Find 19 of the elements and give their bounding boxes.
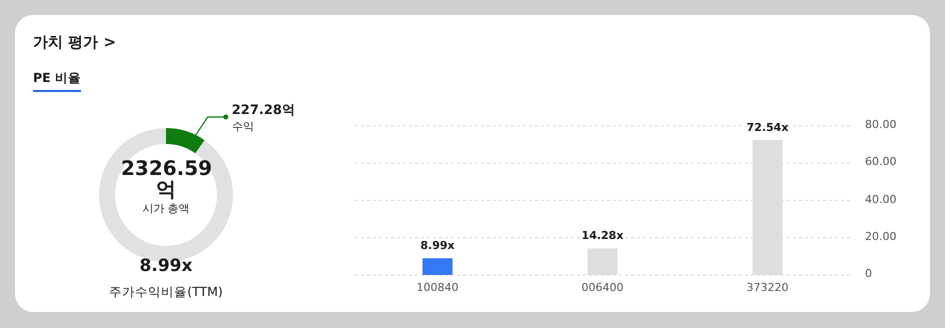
chart-subtitle: PE 비율 <box>33 70 82 87</box>
data-label: 8.99x <box>419 239 456 252</box>
x-tick-label: 006400 <box>580 281 624 294</box>
chart-title: 가치 평가 > <box>33 33 116 52</box>
x-tick-label: 373220 <box>746 281 790 294</box>
data-label: 72.54x <box>746 120 790 134</box>
text: 시가 총액 <box>141 201 191 216</box>
text: 주가수익비율(TTM) <box>108 284 224 301</box>
text: 2326.59 억 <box>121 156 212 201</box>
legend-label: 수익 <box>232 119 254 134</box>
y-tick-label: 60.00 <box>865 155 896 168</box>
data-label: 227.28억 <box>232 102 295 119</box>
text: 8.99x <box>138 256 194 276</box>
y-tick-label: 80.00 <box>865 118 896 131</box>
y-tick-label: 20.00 <box>865 230 896 243</box>
y-tick-label: 0 <box>865 267 872 280</box>
data-label: 14.28x <box>580 229 624 242</box>
x-tick-label: 100840 <box>416 281 460 294</box>
y-tick-label: 40.00 <box>865 192 896 206</box>
